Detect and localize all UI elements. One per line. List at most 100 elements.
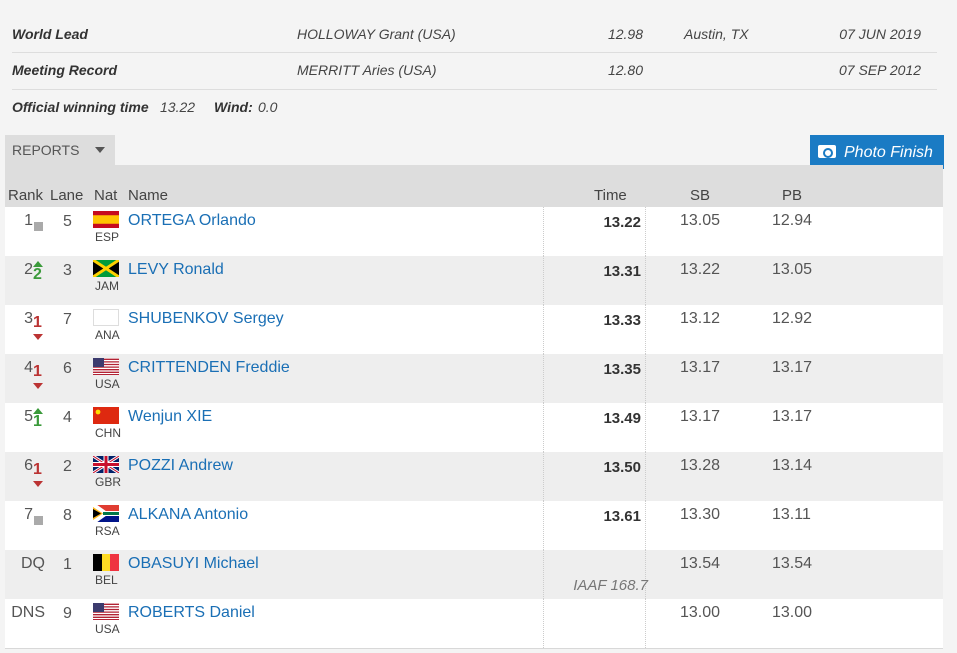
personal-best: 13.17 — [772, 408, 813, 425]
athlete-name[interactable]: ALKANA Antonio — [128, 506, 249, 523]
col-sep — [645, 550, 646, 599]
wind-value: 0.0 — [258, 99, 278, 115]
header-pb: PB — [782, 187, 803, 204]
result-row: DQ 1 BEL OBASUYI Michael IAAF 168.7 13.54 13.5… — [5, 550, 943, 600]
personal-best: 13.11 — [772, 506, 811, 523]
nat-code: BEL — [95, 573, 118, 587]
personal-best: 13.00 — [772, 604, 813, 621]
reports-label: REPORTS — [12, 142, 80, 158]
record-date: 07 SEP 2012 — [839, 62, 921, 78]
rank: 4 — [24, 359, 33, 376]
header-nat: Nat — [94, 187, 118, 204]
season-best: 13.28 — [680, 457, 721, 474]
athlete-name[interactable]: OBASUYI Michael — [128, 555, 259, 572]
nat-code: JAM — [95, 279, 119, 293]
result-row: 5 1 4 CHN Wenjun XIE 13.49 13.17 13.17 — [5, 403, 943, 453]
lane: 8 — [63, 507, 72, 524]
camera-icon — [818, 145, 836, 158]
photo-finish-button[interactable]: Photo Finish — [810, 135, 944, 169]
position-change: 1 — [33, 314, 42, 331]
nat-code: CHN — [95, 426, 121, 440]
col-sep — [645, 501, 646, 550]
col-sep — [543, 452, 544, 501]
header-time: Time — [594, 187, 627, 204]
col-sep — [645, 256, 646, 305]
flag — [93, 554, 119, 571]
personal-best: 13.05 — [772, 261, 813, 278]
flag — [93, 407, 119, 424]
season-best: 13.30 — [680, 506, 721, 523]
record-label: Meeting Record — [12, 62, 118, 78]
lane: 7 — [63, 311, 72, 328]
nat-code: GBR — [95, 475, 122, 489]
season-best: 13.17 — [680, 359, 721, 376]
nat-code: ESP — [95, 230, 120, 244]
down-arrow — [33, 334, 43, 340]
no-change-icon — [34, 516, 43, 525]
athlete-name[interactable]: POZZI Andrew — [128, 457, 233, 474]
flag — [93, 603, 119, 620]
nat-code: USA — [95, 377, 120, 391]
col-sep — [645, 452, 646, 501]
flag — [93, 456, 119, 473]
personal-best: 13.17 — [772, 359, 813, 376]
athlete-name[interactable]: ROBERTS Daniel — [128, 604, 255, 621]
official-label: Official winning time — [12, 99, 149, 115]
col-sep — [543, 207, 544, 256]
result-row: 3 1 7 ANA SHUBENKOV Sergey 13.33 13.12 12.92 — [5, 305, 943, 355]
time: 13.61 — [603, 508, 641, 525]
position-change: 1 — [33, 363, 42, 380]
season-best: 13.12 — [680, 310, 721, 327]
col-sep — [543, 403, 544, 452]
athlete-name[interactable]: CRITTENDEN Freddie — [128, 359, 290, 376]
result-row: 7 8 RSA ALKANA Antonio 13.61 13.30 13.11 — [5, 501, 943, 551]
rank: 2 — [24, 261, 33, 278]
nat-code: ANA — [95, 328, 120, 342]
nat-code: USA — [95, 622, 120, 636]
time: 13.49 — [603, 410, 641, 427]
col-sep — [645, 403, 646, 452]
record-time: 12.80 — [607, 62, 643, 78]
rank: 6 — [24, 457, 33, 474]
record-label: World Lead — [12, 26, 88, 42]
athlete-name[interactable]: SHUBENKOV Sergey — [128, 310, 284, 327]
flag — [93, 211, 119, 228]
lane: 9 — [63, 605, 72, 622]
result-row: 6 1 2 GBR POZZI Andrew 13.50 13.28 13.14 — [5, 452, 943, 502]
flag — [93, 309, 119, 326]
time: 13.50 — [603, 459, 641, 476]
reports-tab[interactable]: REPORTS — [5, 135, 115, 165]
header-sb: SB — [690, 187, 711, 204]
flag — [93, 505, 119, 522]
lane: 1 — [63, 556, 72, 573]
header-lane: Lane — [50, 187, 84, 204]
personal-best: 12.92 — [772, 310, 813, 327]
athlete-name[interactable]: ORTEGA Orlando — [128, 212, 256, 229]
time: 13.33 — [603, 312, 641, 329]
lane: 3 — [63, 262, 72, 279]
flag — [93, 358, 119, 375]
rank: 5 — [24, 408, 33, 425]
athlete-name[interactable]: Wenjun XIE — [128, 408, 213, 425]
rank: 3 — [24, 310, 33, 327]
time: 13.35 — [603, 361, 641, 378]
season-best: 13.17 — [680, 408, 721, 425]
lane: 4 — [63, 409, 72, 426]
rank: DQ — [21, 555, 45, 572]
season-best: 13.22 — [680, 261, 721, 278]
down-arrow — [33, 481, 43, 487]
record-athlete: HOLLOWAY Grant (USA) — [297, 26, 456, 42]
time: 13.31 — [603, 263, 641, 280]
athlete-name[interactable]: LEVY Ronald — [128, 261, 224, 278]
season-best: 13.00 — [680, 604, 721, 621]
result-row: 4 1 6 USA CRITTENDEN Freddie 13.35 13.17 13.17 — [5, 354, 943, 404]
up-arrow — [33, 261, 43, 267]
col-sep — [543, 256, 544, 305]
col-sep — [645, 354, 646, 403]
col-sep — [543, 550, 544, 599]
header-rank: Rank — [8, 187, 44, 204]
record-time: 12.98 — [607, 26, 643, 42]
divider — [12, 89, 937, 90]
record-date: 07 JUN 2019 — [839, 26, 921, 42]
dropdown-icon — [95, 147, 105, 153]
